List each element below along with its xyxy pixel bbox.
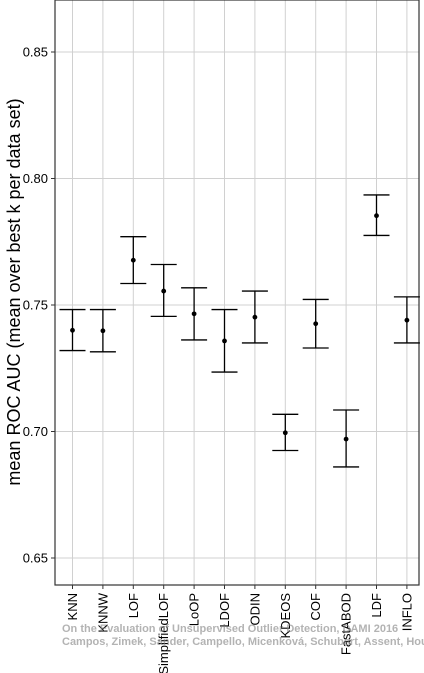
data-point	[282, 430, 288, 436]
y-tick-label: 0.75	[23, 298, 48, 313]
x-tick-label: ODIN	[247, 593, 262, 626]
x-tick-label: INFLO	[399, 593, 414, 631]
x-tick-label: SimplifiedLOF	[156, 593, 171, 673]
data-point	[161, 288, 167, 294]
y-axis-label: mean ROC AUC (mean over best k per data …	[4, 98, 24, 485]
y-tick-label: 0.70	[23, 424, 48, 439]
x-tick-label: LDF	[369, 593, 384, 618]
x-tick-label: COF	[308, 593, 323, 621]
x-axis: KNN KNNW LOF SimplifiedLOF LoOP LDOF ODIN KDEOS…	[65, 585, 414, 673]
x-tick-label: LDOF	[217, 593, 232, 628]
y-axis: 0.65 0.70 0.75 0.80 0.85	[23, 45, 55, 566]
data-point	[130, 257, 136, 263]
data-point	[252, 314, 258, 320]
y-tick-label: 0.65	[23, 551, 48, 566]
data-point	[404, 317, 410, 323]
data-marks	[59, 194, 420, 468]
x-tick-label: KNNW	[95, 592, 110, 632]
data-point	[191, 311, 197, 317]
grid	[55, 0, 419, 585]
data-point	[100, 328, 106, 334]
x-tick-label: FastABOD	[339, 593, 354, 655]
data-point	[343, 436, 349, 442]
x-tick-label: KDEOS	[278, 593, 293, 639]
data-point	[222, 338, 227, 344]
data-point	[313, 321, 319, 327]
watermark-line-1: On the Evaluation of Unsupervised Outlie…	[62, 623, 398, 635]
data-point	[70, 327, 75, 333]
plot-frame	[54, 0, 420, 586]
watermark-line-2: Campos, Zimek, Sander, Campello, Micenko…	[62, 636, 424, 648]
y-tick-label: 0.80	[23, 171, 48, 186]
x-tick-label: KNN	[65, 593, 80, 620]
data-point	[374, 213, 379, 219]
x-tick-label: LOF	[126, 593, 141, 618]
y-tick-label: 0.85	[23, 45, 48, 60]
x-tick-label: LoOP	[187, 593, 202, 626]
